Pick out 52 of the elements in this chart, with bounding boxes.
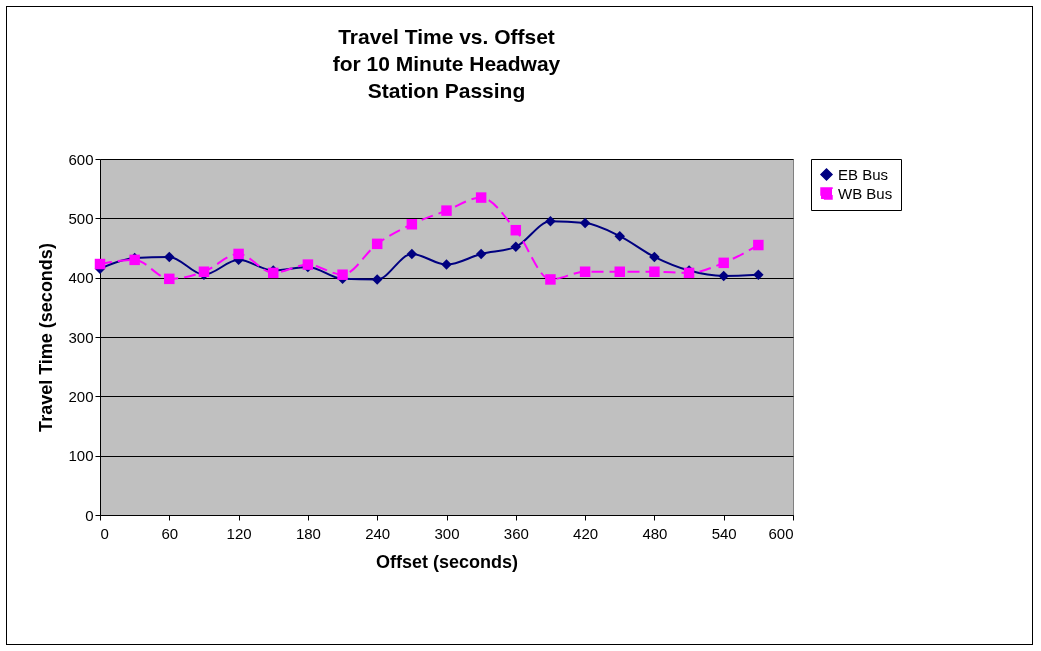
text: for 10 Minute Headway (332, 52, 561, 75)
y-axis-title: Travel Time (seconds) (36, 243, 57, 432)
x-axis-title: Offset (seconds) (375, 551, 519, 572)
point (94, 258, 106, 270)
point (614, 266, 625, 277)
point (753, 239, 764, 251)
point (649, 251, 660, 263)
point (753, 269, 764, 280)
point (233, 248, 244, 260)
point (406, 219, 418, 230)
x-tick-label: 180 (295, 524, 321, 542)
legend-label: WB Bus (838, 184, 893, 202)
x-tick-label: 480 (642, 524, 668, 542)
point (545, 274, 556, 285)
x-tick-label: 0 (100, 524, 109, 542)
x-tick-label: 420 (573, 524, 599, 542)
text: Travel Time vs. Offset (338, 25, 555, 48)
text: Station Passing (367, 79, 526, 102)
y-tick-label: 100 (68, 447, 94, 465)
x-tick-label: 120 (226, 524, 252, 542)
point (337, 269, 348, 280)
point (545, 216, 556, 227)
x-tick-label: 60 (161, 524, 179, 542)
point (510, 224, 522, 236)
y-tick-label: 0 (85, 506, 94, 524)
y-tick-label: 600 (68, 150, 94, 168)
point (371, 274, 383, 285)
y-tick-label: 400 (68, 269, 94, 287)
x-tick-label: 540 (711, 524, 737, 542)
point (614, 230, 625, 242)
point (475, 248, 487, 260)
x-tick-label: 240 (365, 524, 391, 542)
y-tick-label: 200 (68, 387, 94, 405)
y-tick-label: 300 (68, 328, 94, 346)
point (649, 266, 660, 277)
point (718, 257, 729, 269)
point (510, 241, 522, 253)
point (579, 217, 591, 229)
legend-label: EB Bus (838, 165, 889, 183)
point (164, 251, 175, 263)
point (164, 273, 175, 285)
point (371, 238, 383, 250)
x-tick-label: 360 (503, 524, 529, 542)
point (579, 266, 591, 277)
point (406, 248, 418, 260)
point (441, 205, 452, 216)
x-tick-label: 300 (434, 524, 460, 542)
point (475, 192, 487, 203)
x-tick-label: 600 (768, 524, 794, 542)
y-tick-label: 500 (68, 209, 94, 227)
point (441, 259, 452, 270)
point (718, 270, 729, 282)
